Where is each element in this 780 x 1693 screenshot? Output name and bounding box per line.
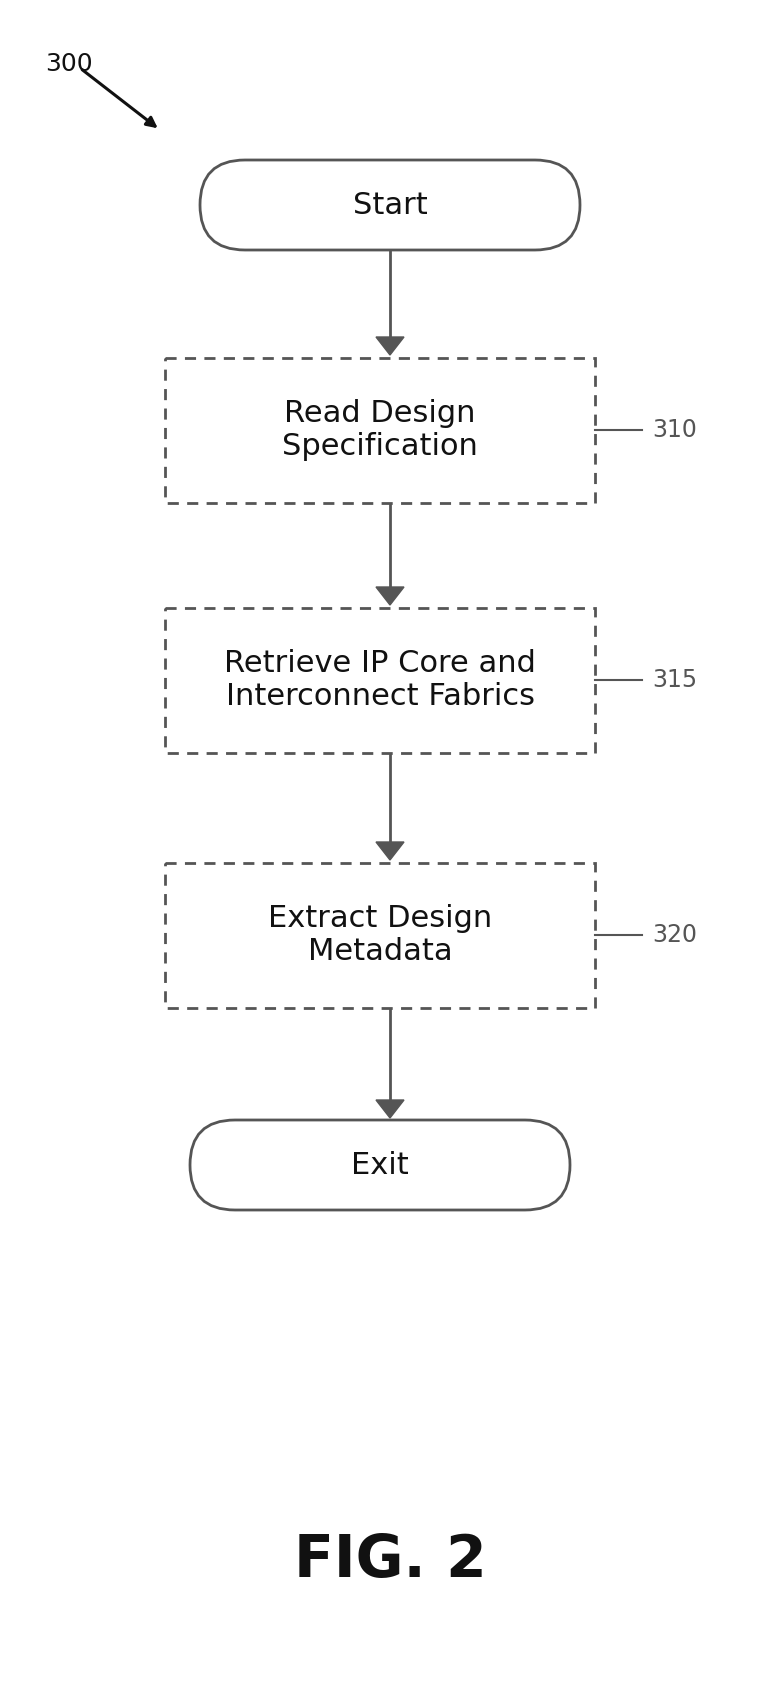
Polygon shape <box>376 841 404 860</box>
Text: Start: Start <box>353 191 427 220</box>
Text: Exit: Exit <box>351 1151 409 1180</box>
FancyBboxPatch shape <box>200 161 580 251</box>
FancyBboxPatch shape <box>190 1121 570 1210</box>
FancyBboxPatch shape <box>165 608 595 752</box>
Text: Retrieve IP Core and
Interconnect Fabrics: Retrieve IP Core and Interconnect Fabric… <box>224 648 536 711</box>
FancyBboxPatch shape <box>165 357 595 503</box>
Polygon shape <box>376 587 404 604</box>
Text: 300: 300 <box>45 52 93 76</box>
Text: FIG. 2: FIG. 2 <box>293 1532 487 1588</box>
Polygon shape <box>376 337 404 356</box>
Text: Extract Design
Metadata: Extract Design Metadata <box>268 904 492 967</box>
Text: Read Design
Specification: Read Design Specification <box>282 398 478 460</box>
FancyBboxPatch shape <box>165 862 595 1007</box>
Text: 310: 310 <box>652 418 697 442</box>
Text: 315: 315 <box>652 669 697 692</box>
Text: 320: 320 <box>652 923 697 946</box>
Polygon shape <box>376 1100 404 1117</box>
